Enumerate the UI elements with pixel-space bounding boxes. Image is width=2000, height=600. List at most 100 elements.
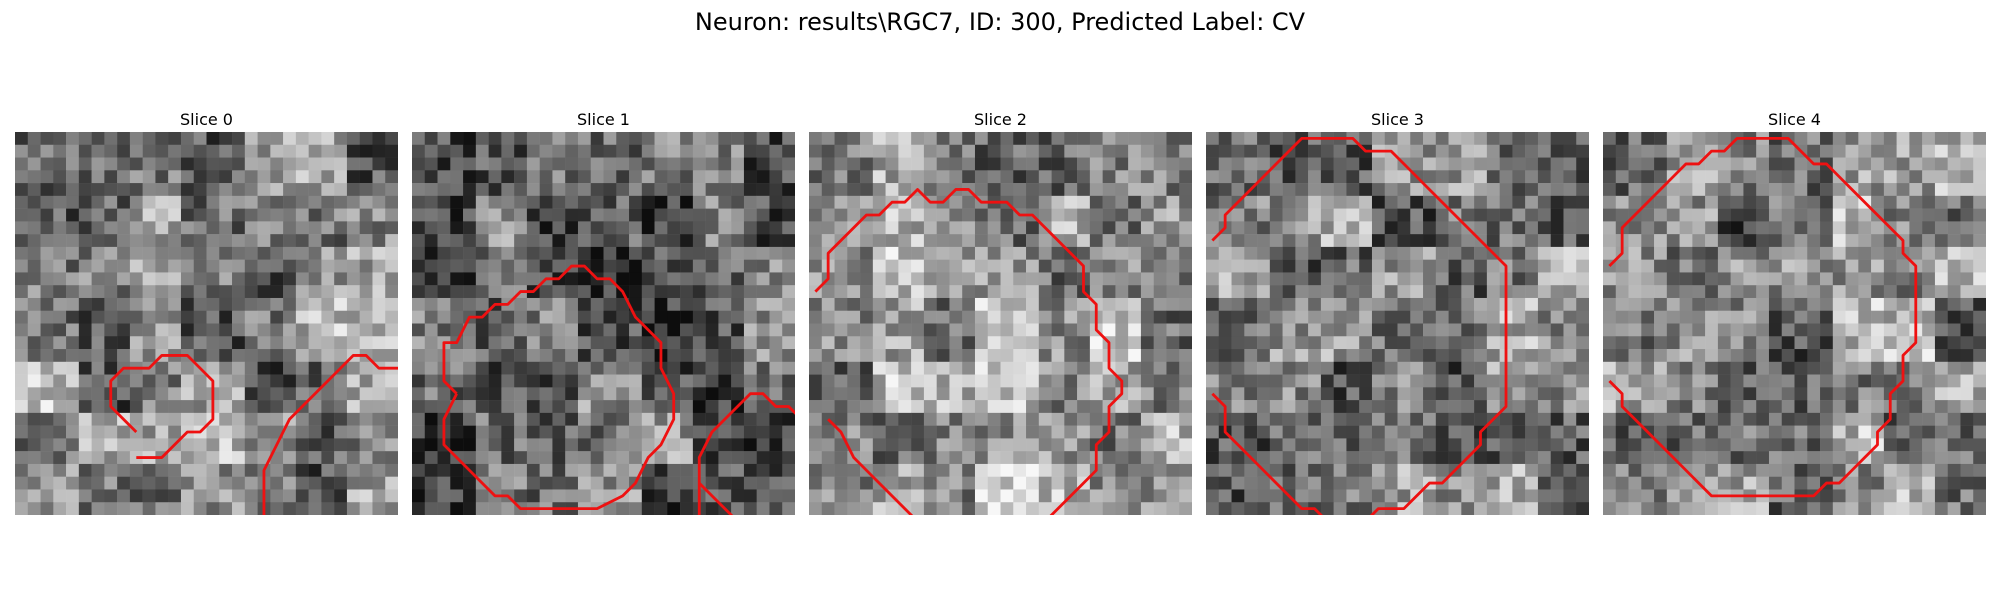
pixel (654, 272, 668, 286)
pixel (1858, 259, 1872, 273)
pixel (206, 463, 220, 477)
pixel (756, 246, 770, 260)
pixel (565, 438, 579, 452)
pixel (667, 361, 681, 375)
pixel (321, 144, 335, 158)
pixel (1705, 157, 1719, 171)
pixel (936, 425, 950, 439)
pixel (1038, 502, 1052, 515)
pixel (1563, 425, 1577, 439)
pixel (1603, 234, 1617, 248)
pixel (1756, 170, 1770, 184)
pixel (1781, 183, 1795, 197)
pixel (1743, 285, 1757, 299)
pixel (756, 183, 770, 197)
pixel (1563, 400, 1577, 414)
slice-image (809, 132, 1192, 515)
pixel (1679, 221, 1693, 235)
pixel (78, 476, 92, 490)
pixel (680, 412, 694, 426)
pixel (1537, 285, 1551, 299)
pixel (1679, 387, 1693, 401)
pixel (1845, 323, 1859, 337)
pixel (1435, 132, 1449, 146)
pixel (206, 297, 220, 311)
pixel (885, 438, 899, 452)
pixel (1102, 157, 1116, 171)
pixel (1257, 438, 1271, 452)
pixel (270, 234, 284, 248)
pixel (834, 157, 848, 171)
pixel (475, 272, 489, 286)
pixel (1845, 489, 1859, 503)
pixel (782, 476, 795, 490)
pixel (1371, 297, 1385, 311)
pixel (219, 195, 233, 209)
pixel (1909, 170, 1923, 184)
pixel (1435, 297, 1449, 311)
pixel (1153, 259, 1167, 273)
pixel (898, 132, 912, 146)
pixel (501, 221, 515, 235)
pixel (1153, 195, 1167, 209)
pixel (1692, 272, 1706, 286)
pixel (1397, 387, 1411, 401)
pixel (437, 489, 451, 503)
pixel (1026, 349, 1040, 363)
pixel (692, 183, 706, 197)
pixel (923, 259, 937, 273)
pixel (1666, 412, 1680, 426)
pixel (1628, 310, 1642, 324)
pixel (1666, 285, 1680, 299)
pixel (1768, 310, 1782, 324)
pixel (475, 221, 489, 235)
pixel (782, 323, 795, 337)
pixel (616, 272, 630, 286)
pixel (1244, 195, 1258, 209)
pixel (1359, 246, 1373, 260)
pixel (552, 361, 566, 375)
pixel (539, 246, 553, 260)
pixel (117, 489, 131, 503)
pixel (731, 336, 745, 350)
pixel (1384, 170, 1398, 184)
pixel (180, 144, 194, 158)
pixel (1794, 349, 1808, 363)
pixel (66, 234, 80, 248)
pixel (1615, 323, 1629, 337)
pixel (577, 297, 591, 311)
pixel (705, 195, 719, 209)
pixel (1756, 502, 1770, 515)
pixel (1947, 246, 1961, 260)
pixel (193, 489, 207, 503)
pixel (834, 451, 848, 465)
pixel (1206, 195, 1220, 209)
pixel (1781, 502, 1795, 515)
pixel (15, 259, 29, 273)
pixel (475, 451, 489, 465)
pixel (359, 374, 373, 388)
pixel (936, 476, 950, 490)
pixel (1628, 183, 1642, 197)
pixel (385, 259, 398, 273)
pixel (1896, 272, 1910, 286)
pixel (641, 387, 655, 401)
pixel (565, 195, 579, 209)
pixel (1231, 476, 1245, 490)
pixel (1845, 502, 1859, 515)
pixel (1308, 183, 1322, 197)
pixel (1820, 310, 1834, 324)
pixel (78, 221, 92, 235)
pixel (257, 361, 271, 375)
pixel (769, 170, 783, 184)
pixel (1486, 476, 1500, 490)
pixel (142, 489, 156, 503)
pixel (501, 208, 515, 222)
pixel (359, 183, 373, 197)
pixel (872, 489, 886, 503)
pixel (1397, 195, 1411, 209)
pixel (1166, 336, 1180, 350)
pixel (1051, 157, 1065, 171)
pixel (193, 285, 207, 299)
pixel (1820, 349, 1834, 363)
